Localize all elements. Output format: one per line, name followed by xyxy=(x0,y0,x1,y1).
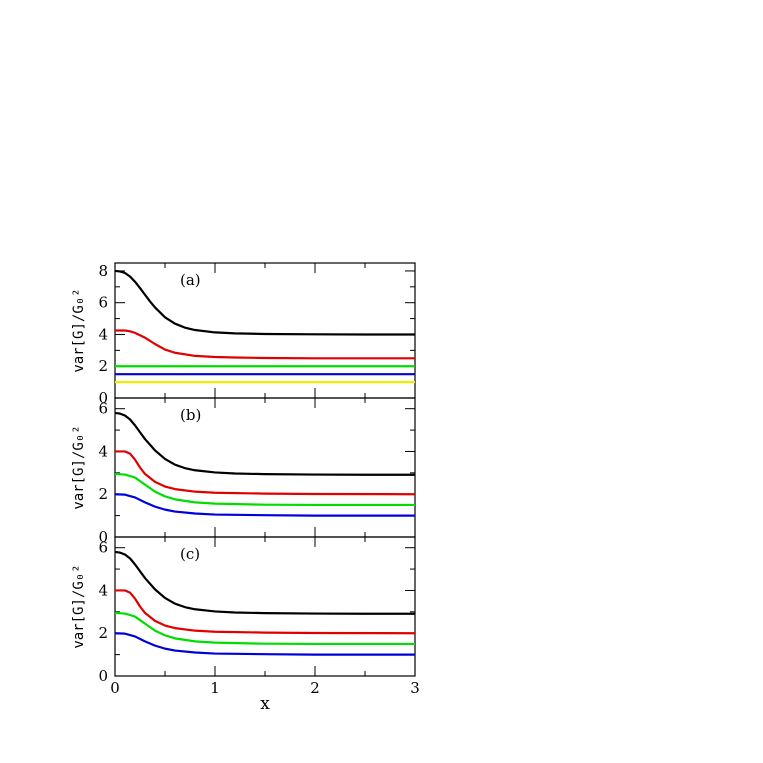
panel-3-series-line-1 xyxy=(114,550,415,615)
panel-2-ytick-label-2: 4 xyxy=(98,442,108,460)
panel-2-ytick-label-1: 2 xyxy=(98,485,108,503)
panel-1-ylabel: var[G]/G₀² xyxy=(71,288,87,372)
panel-3-xtick-label-0: 0 xyxy=(110,679,120,697)
panel-2-ytick-label-3: 6 xyxy=(98,400,108,418)
panel-1-series-line-2 xyxy=(115,329,415,360)
panel-3-series-line-2 xyxy=(115,589,416,635)
panel-2-ytick-label-0: 0 xyxy=(98,528,108,546)
panel-1-label: (a) xyxy=(180,271,201,289)
panel-3-label: (c) xyxy=(180,545,200,563)
panel-3-series-line-4 xyxy=(114,632,415,656)
panel-1-ytick-label-3: 6 xyxy=(98,294,108,312)
panel-2-series-line-1 xyxy=(114,411,415,476)
panel-1-ytick-label-4: 8 xyxy=(98,262,108,280)
panel-3-ytick-label-3: 6 xyxy=(98,539,108,557)
panel-3-xtick-label-1: 1 xyxy=(210,679,220,697)
panel-3-ytick-label-2: 4 xyxy=(98,581,108,599)
panel-3-series-line-3 xyxy=(114,611,415,646)
panel-2-ylabel: var[G]/G₀² xyxy=(71,425,87,509)
panel-1-frame xyxy=(114,262,416,399)
panel-1-series-line-1 xyxy=(114,269,415,336)
panel-3-ytick-label-0: 0 xyxy=(98,667,108,685)
panel-2-series-line-4 xyxy=(114,493,415,517)
panel-3-xtick-label-2: 2 xyxy=(310,679,320,697)
panel-2-series-line-3 xyxy=(114,472,415,507)
panel-3-ylabel: var[G]/G₀² xyxy=(71,564,87,648)
panel-3-xtick-label-3: 3 xyxy=(410,679,420,697)
panel-3-xlabel: x xyxy=(260,694,270,714)
panel-2-label: (b) xyxy=(180,406,201,424)
panel-2-series-line-2 xyxy=(115,450,416,496)
panel-1-ytick-label-2: 4 xyxy=(98,325,108,343)
panel-1-ytick-label-1: 2 xyxy=(98,357,108,375)
panel-1-ytick-label-0: 0 xyxy=(98,389,108,407)
panel-3-ytick-label-1: 2 xyxy=(98,624,108,642)
